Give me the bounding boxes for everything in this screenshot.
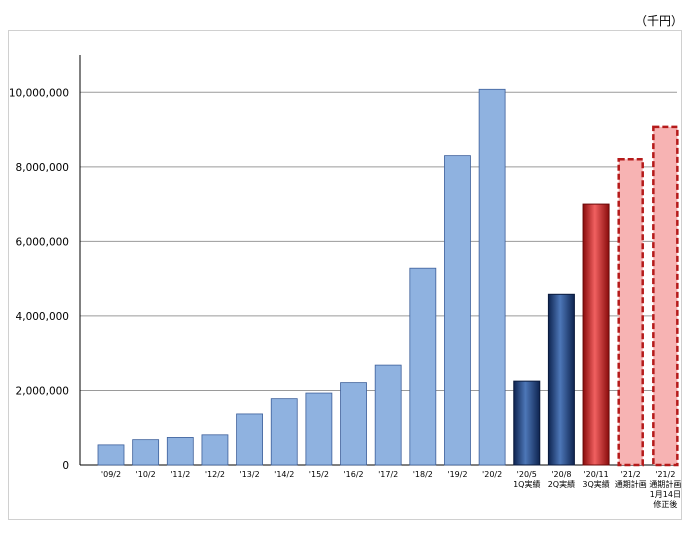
- bar: [374, 364, 402, 466]
- x-tick-label: '10/2: [136, 470, 156, 479]
- bar: [478, 88, 506, 466]
- y-tick-label: 10,000,000: [9, 87, 69, 99]
- x-tick-label: 1Q実績: [513, 479, 540, 489]
- bar: [582, 203, 610, 466]
- bar: [547, 293, 575, 466]
- bar: [166, 437, 194, 466]
- x-tick-label: '16/2: [343, 470, 363, 479]
- x-tick-label: 通期計画: [649, 479, 681, 489]
- x-tick-label: '17/2: [378, 470, 398, 479]
- bar: [513, 380, 541, 466]
- bar: [236, 413, 263, 466]
- y-tick-label: 8,000,000: [16, 162, 69, 174]
- x-tick-label: '20/11: [583, 470, 608, 479]
- x-tick-label: '09/2: [101, 470, 121, 479]
- x-tick-label: 1月14日: [650, 490, 681, 499]
- x-tick-label: '12/2: [205, 470, 225, 479]
- bar: [617, 157, 644, 467]
- bar: [652, 125, 679, 467]
- y-tick-label: 4,000,000: [16, 311, 69, 323]
- x-tick-label: '21/2: [621, 470, 641, 479]
- x-tick-label: 3Q実績: [582, 479, 609, 489]
- bar: [270, 398, 298, 466]
- bar: [97, 444, 125, 466]
- chart-frame: [8, 30, 682, 520]
- y-tick-label: 6,000,000: [16, 236, 69, 248]
- x-tick-label: '20/8: [551, 470, 571, 479]
- bar: [201, 434, 229, 466]
- x-tick-label: '18/2: [413, 470, 433, 479]
- x-tick-label: '13/2: [240, 470, 260, 479]
- label-layer: 0 2,000,000 4,000,000 6,000,000 8,000,000 10,…: [9, 87, 681, 509]
- x-tick-label: '19/2: [447, 470, 467, 479]
- unit-label: （千円）: [634, 14, 683, 28]
- x-tick-label: '11/2: [170, 470, 190, 479]
- bar: [409, 267, 437, 466]
- y-tick-label: 2,000,000: [16, 385, 69, 397]
- x-tick-label: '15/2: [309, 470, 329, 479]
- x-tick-label: '21/2: [655, 470, 675, 479]
- x-tick-label: '20/2: [482, 470, 502, 479]
- x-tick-label: 通期計画: [615, 479, 647, 489]
- bar: [305, 392, 333, 466]
- y-tick-label: 0: [62, 460, 69, 472]
- bar-layer: [97, 88, 679, 467]
- x-tick-label: 2Q実績: [548, 479, 575, 489]
- bar: [444, 155, 471, 466]
- x-tick-label: 修正後: [653, 499, 677, 509]
- bar: [132, 439, 160, 466]
- x-tick-label: '20/5: [517, 470, 537, 479]
- grid-layer: [80, 91, 677, 391]
- x-tick-label: '14/2: [274, 470, 294, 479]
- bar: [340, 382, 367, 466]
